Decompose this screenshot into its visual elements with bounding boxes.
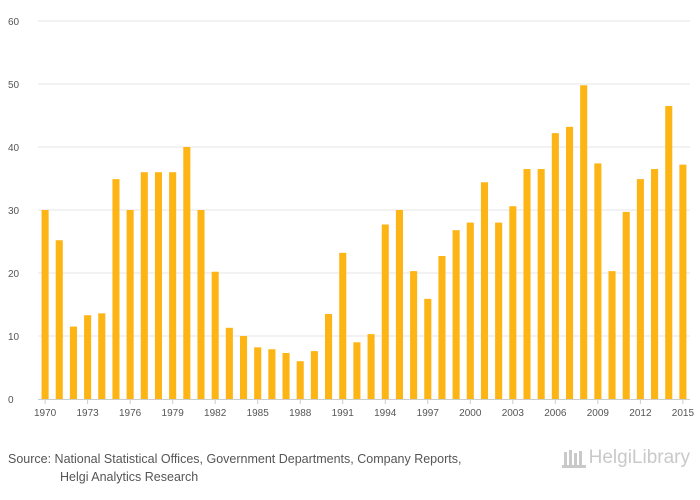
bar-1988 — [296, 361, 304, 399]
x-axis-tick-labels: 1970 1973 1976 1979 1982 1985 1988 1991 1994 1997… — [34, 408, 695, 419]
bar-1995 — [395, 210, 403, 399]
bar-1986 — [268, 349, 276, 399]
bar-1975 — [112, 179, 120, 399]
y-tick-label: 10 — [8, 332, 20, 343]
x-tick-label: 1979 — [162, 408, 185, 419]
bar-1996 — [410, 271, 418, 399]
logo-text: HelgiLibrary — [588, 447, 690, 468]
bar-1983 — [225, 327, 233, 399]
bar-2013 — [651, 169, 659, 399]
x-tick-label: 1988 — [289, 408, 312, 419]
bar-2007 — [565, 126, 574, 399]
y-tick-label: 60 — [8, 17, 20, 28]
x-tick-label: 2015 — [672, 408, 695, 419]
source-line-2: Helgi Analytics Research — [60, 470, 199, 484]
bar-1978 — [154, 172, 163, 399]
y-tick-label: 20 — [8, 269, 20, 280]
bar-2014 — [665, 106, 673, 400]
bar-2015 — [679, 164, 687, 399]
bar-2008 — [580, 85, 588, 399]
x-tick-label: 2012 — [629, 408, 652, 419]
bar-1985 — [254, 347, 262, 399]
x-tick-label: 2006 — [544, 408, 567, 419]
bar-1990 — [325, 313, 333, 399]
bar-2010 — [608, 271, 616, 399]
bar-1999 — [452, 230, 460, 399]
bar-1979 — [169, 172, 177, 399]
bar-series — [41, 85, 687, 400]
bar-2001 — [480, 182, 489, 399]
library-building-icon — [561, 450, 586, 468]
x-tick-label: 1994 — [374, 408, 397, 419]
bar-2012 — [636, 179, 644, 399]
bar-1976 — [126, 210, 134, 399]
bar-1989 — [310, 351, 318, 399]
bar-1974 — [98, 313, 106, 399]
bar-1991 — [339, 252, 347, 399]
x-tick-label: 2000 — [459, 408, 482, 419]
bar-1977 — [140, 172, 148, 399]
grid-lines — [38, 20, 690, 337]
source-note: Source: National Statistical Offices, Go… — [8, 450, 548, 486]
x-tick-label: 1997 — [417, 408, 440, 419]
bar-1982 — [211, 271, 219, 399]
bar-1971 — [55, 240, 63, 399]
bar-2000 — [466, 222, 474, 399]
x-tick-label: 1976 — [119, 408, 142, 419]
bar-1997 — [424, 298, 432, 399]
bar-1998 — [438, 255, 446, 399]
source-line-1: Source: National Statistical Offices, Go… — [8, 452, 462, 466]
bar-2009 — [594, 163, 602, 399]
bar-2002 — [495, 222, 503, 399]
bar-1987 — [282, 353, 290, 399]
bar-1970 — [41, 210, 49, 399]
helgi-library-logo: HelgiLibrary — [561, 447, 690, 469]
bar-1992 — [353, 342, 361, 399]
y-tick-label: 40 — [8, 143, 20, 154]
bar-2003 — [509, 206, 517, 399]
x-tick-label: 2003 — [502, 408, 525, 419]
bar-1993 — [367, 334, 375, 399]
bar-2011 — [622, 211, 630, 399]
bar-1973 — [84, 315, 92, 399]
bar-2006 — [551, 133, 559, 399]
x-tick-label: 2009 — [587, 408, 610, 419]
x-tick-label: 1982 — [204, 408, 227, 419]
bar-1994 — [381, 224, 389, 399]
bar-1972 — [69, 326, 77, 399]
x-tick-label: 1985 — [247, 408, 270, 419]
bar-1981 — [197, 210, 205, 399]
y-axis-tick-labels: 0 10 20 30 40 50 60 — [8, 17, 20, 406]
y-tick-label: 50 — [8, 80, 20, 91]
x-tick-label: 1991 — [332, 408, 355, 419]
y-tick-label: 30 — [8, 206, 20, 217]
y-tick-label: 0 — [8, 395, 14, 406]
bar-2004 — [523, 169, 531, 399]
bar-2005 — [537, 169, 545, 399]
bar-1984 — [239, 336, 248, 399]
bar-1980 — [183, 147, 191, 399]
x-tick-label: 1970 — [34, 408, 57, 419]
x-axis — [38, 399, 690, 404]
x-tick-label: 1973 — [76, 408, 99, 419]
